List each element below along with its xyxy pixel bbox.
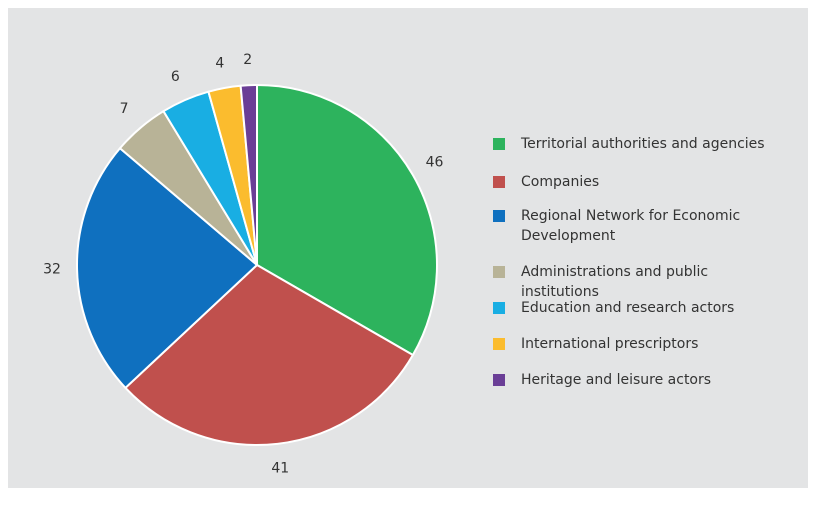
legend-item: International prescriptors — [493, 334, 783, 354]
legend-swatch — [493, 374, 505, 386]
slice-value-label: 32 — [43, 262, 61, 278]
legend-swatch — [493, 266, 505, 278]
pie-slice — [124, 263, 415, 446]
legend-label: International prescriptors — [521, 336, 699, 352]
legend-swatch — [493, 210, 505, 222]
legend-item: Administrations and public institutions — [493, 262, 783, 302]
legend-swatch — [493, 302, 505, 314]
legend-label: Territorial authorities and agencies — [521, 136, 765, 152]
legend-label: Heritage and leisure actors — [521, 372, 712, 388]
slice-value-label: 41 — [271, 461, 289, 477]
legend-label: Administrations and public institutions — [521, 264, 709, 300]
legend-item: Heritage and leisure actors — [493, 370, 783, 390]
slice-value-label: 46 — [426, 155, 444, 171]
legend-swatch — [493, 338, 505, 350]
pie-slice — [76, 146, 259, 390]
slice-value-label: 4 — [215, 55, 224, 71]
legend-label: Education and research actors — [521, 300, 735, 316]
legend-item: Territorial authorities and agencies — [493, 134, 783, 154]
slice-value-label: 6 — [171, 69, 180, 85]
slice-value-label: 2 — [243, 52, 252, 68]
legend-label: Regional Network for Economic Developmen… — [521, 208, 741, 244]
legend-item: Education and research actors — [493, 298, 783, 318]
legend-item: Regional Network for Economic Developmen… — [493, 206, 783, 246]
legend-swatch — [493, 176, 505, 188]
legend-item: Companies — [493, 172, 783, 192]
slice-value-label: 7 — [120, 101, 129, 117]
pie-slice — [256, 83, 438, 357]
legend-swatch — [493, 138, 505, 150]
pie-slice — [239, 83, 258, 266]
legend-label: Companies — [521, 174, 600, 190]
